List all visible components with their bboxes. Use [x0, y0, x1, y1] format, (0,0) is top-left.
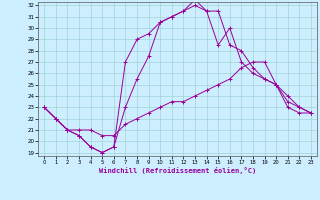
- X-axis label: Windchill (Refroidissement éolien,°C): Windchill (Refroidissement éolien,°C): [99, 167, 256, 174]
